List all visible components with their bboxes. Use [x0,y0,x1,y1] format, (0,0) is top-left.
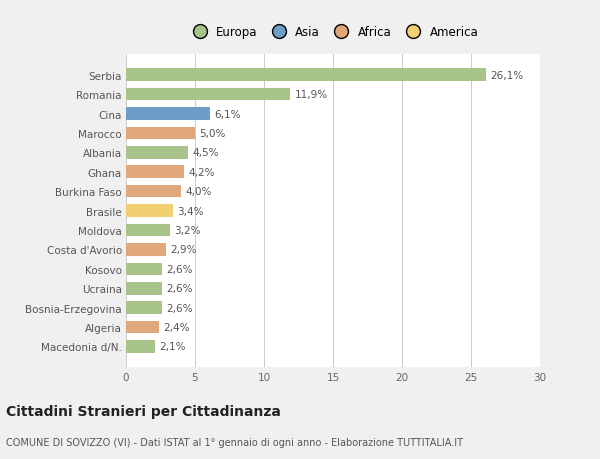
Text: 4,0%: 4,0% [185,187,212,197]
Text: 4,2%: 4,2% [188,168,215,177]
Bar [126,89,290,101]
Bar [126,244,166,256]
Text: 2,6%: 2,6% [166,303,193,313]
Bar [126,205,173,218]
Bar [126,185,181,198]
Text: 3,4%: 3,4% [177,206,203,216]
Bar [126,263,162,275]
Text: Cittadini Stranieri per Cittadinanza: Cittadini Stranieri per Cittadinanza [6,404,281,419]
Bar [126,69,486,82]
Text: 6,1%: 6,1% [214,109,241,119]
Text: COMUNE DI SOVIZZO (VI) - Dati ISTAT al 1° gennaio di ogni anno - Elaborazione TU: COMUNE DI SOVIZZO (VI) - Dati ISTAT al 1… [6,437,463,447]
Bar [126,341,155,353]
Text: 2,6%: 2,6% [166,284,193,294]
Text: 2,1%: 2,1% [159,342,185,352]
Bar [126,127,195,140]
Text: 2,6%: 2,6% [166,264,193,274]
Text: 26,1%: 26,1% [490,71,523,80]
Text: 5,0%: 5,0% [199,129,226,139]
Bar [126,302,162,314]
Text: 11,9%: 11,9% [295,90,328,100]
Bar [126,224,170,237]
Bar [126,147,188,159]
Text: 2,4%: 2,4% [163,322,190,332]
Bar [126,108,210,121]
Legend: Europa, Asia, Africa, America: Europa, Asia, Africa, America [185,23,481,41]
Text: 3,2%: 3,2% [175,225,201,235]
Text: 4,5%: 4,5% [192,148,219,158]
Bar [126,321,159,334]
Bar [126,282,162,295]
Bar [126,166,184,179]
Text: 2,9%: 2,9% [170,245,197,255]
